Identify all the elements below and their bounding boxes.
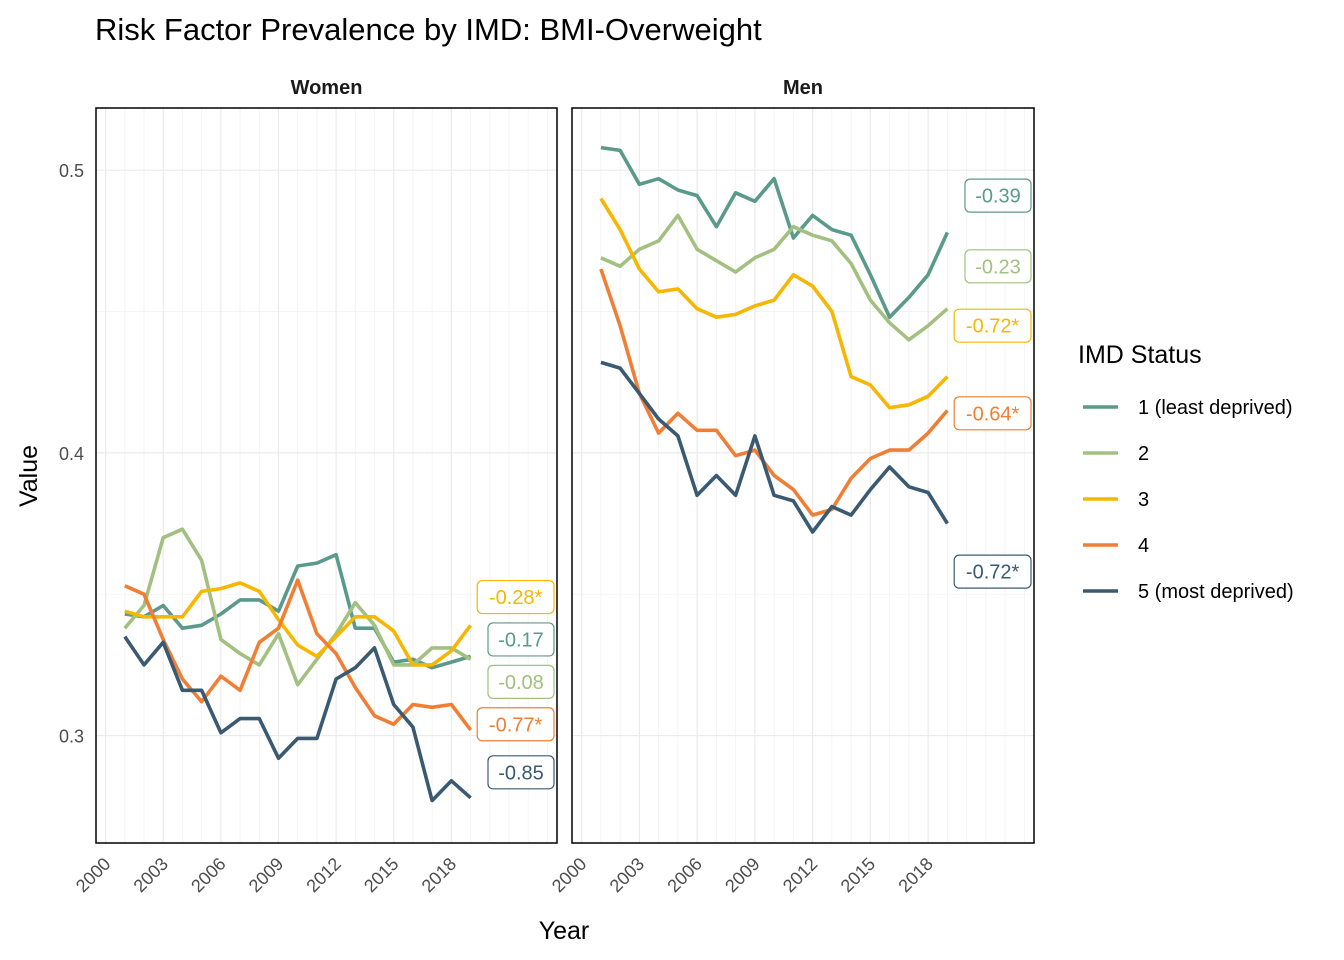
- annotation-label: -0.23: [975, 256, 1021, 278]
- panel-men: -0.39 -0.23 -0.72* -0.64* -0.72* Men 2000 2003 2…: [548, 77, 1035, 896]
- annotation-badge-box: [487, 622, 555, 657]
- series-line-men-imd-2: [600, 213, 949, 342]
- annotation-badge-box: [953, 308, 1032, 343]
- x-tick-label: 2018: [418, 854, 460, 896]
- legend-label: 4: [1138, 535, 1149, 557]
- x-tick-label: 2000: [548, 854, 590, 896]
- legend: IMD Status 1 (least deprived) 2 3 4 5 (most …: [1078, 341, 1294, 603]
- annotation-badge-men-imd-1: -0.39: [964, 178, 1032, 213]
- annotation-badge-box: [953, 554, 1032, 589]
- annotation-label: -0.28*: [489, 587, 543, 609]
- annotation-badge-box: [964, 178, 1032, 213]
- legend-label: 1 (least deprived): [1138, 397, 1293, 419]
- x-tick-label: 2006: [187, 854, 229, 896]
- x-tick-label: 2003: [606, 854, 648, 896]
- legend-label: 3: [1138, 489, 1149, 511]
- annotation-badge-women-imd-3: -0.28*: [476, 579, 555, 615]
- series-line-men-imd-3: [599, 197, 949, 410]
- panel-women: -0.17 -0.08 -0.28* -0.77* -0.85 Women 0.3 0.4 0.…: [59, 77, 558, 896]
- x-tick-label: 2012: [779, 854, 821, 896]
- legend-label: 5 (most deprived): [1138, 581, 1294, 603]
- annotation-badge-men-imd-4: -0.64*: [953, 396, 1032, 431]
- annotation-label: -0.08: [498, 672, 544, 694]
- series-line-men-imd-4: [599, 268, 949, 517]
- x-axis-title: Year: [539, 917, 590, 945]
- y-tick-label: 0.5: [59, 161, 84, 181]
- series-line-women-imd-1: [124, 552, 472, 670]
- panel-border: [571, 107, 1035, 844]
- x-tick-label: 2006: [663, 854, 705, 896]
- annotation-badge-box: [487, 664, 555, 699]
- facet-label-women: Women: [291, 77, 363, 99]
- annotation-badge-box: [487, 755, 555, 790]
- annotation-label: -0.64*: [966, 403, 1020, 425]
- chart-title: Risk Factor Prevalence by IMD: BMI-Overw…: [95, 12, 762, 47]
- annotation-label: -0.72*: [966, 562, 1020, 584]
- series-line-men-imd-1: [600, 145, 950, 320]
- legend-title: IMD Status: [1078, 341, 1202, 369]
- x-tick-label: 2015: [360, 854, 402, 896]
- series-line-men-imd-5: [600, 360, 949, 534]
- annotation-badge-box: [476, 579, 555, 615]
- y-tick-label: 0.4: [59, 444, 84, 464]
- annotation-badge-women-imd-5: -0.85: [487, 755, 555, 790]
- panel-border: [95, 107, 558, 844]
- x-tick-label: 2003: [130, 854, 172, 896]
- annotation-badge-men-imd-5: -0.72*: [953, 554, 1032, 589]
- annotation-label: -0.72*: [966, 316, 1020, 338]
- chart-panels: -0.17 -0.08 -0.28* -0.77* -0.85 Women 0.3 0.4 0.…: [59, 77, 1035, 896]
- x-tick-label: 2009: [245, 854, 287, 896]
- legend-label: 2: [1138, 443, 1149, 465]
- legend-item-imd-1: 1 (least deprived): [1083, 397, 1293, 419]
- series-line-women-imd-4: [124, 578, 473, 731]
- annotation-label: -0.17: [498, 629, 544, 651]
- annotation-badge-box: [476, 707, 555, 742]
- y-axis-title: Value: [15, 445, 43, 507]
- x-tick-label: 2009: [721, 854, 763, 896]
- legend-item-imd-4: 4: [1083, 535, 1149, 557]
- y-tick-label: 0.3: [59, 727, 84, 747]
- x-tick-label: 2015: [837, 854, 879, 896]
- annotation-badge-box: [964, 249, 1032, 284]
- legend-item-imd-2: 2: [1083, 443, 1149, 465]
- annotation-badge-men-imd-3: -0.72*: [953, 308, 1032, 343]
- annotation-badge-women-imd-1: -0.17: [487, 622, 555, 657]
- annotation-badge-men-imd-2: -0.23: [964, 249, 1032, 284]
- series-line-women-imd-5: [123, 635, 472, 803]
- legend-item-imd-3: 3: [1083, 489, 1149, 511]
- x-tick-label: 2000: [72, 854, 114, 896]
- x-tick-label: 2012: [302, 854, 344, 896]
- annotation-badge-women-imd-4: -0.77*: [476, 707, 555, 742]
- annotation-label: -0.85: [498, 762, 544, 784]
- legend-item-imd-5: 5 (most deprived): [1083, 581, 1294, 603]
- x-tick-label: 2018: [894, 854, 936, 896]
- series-line-women-imd-3: [124, 581, 473, 667]
- annotation-label: -0.77*: [489, 714, 543, 736]
- facet-label-men: Men: [783, 77, 823, 99]
- annotation-label: -0.39: [975, 186, 1021, 208]
- annotation-badge-box: [953, 396, 1032, 431]
- annotation-badge-women-imd-2: -0.08: [487, 664, 555, 699]
